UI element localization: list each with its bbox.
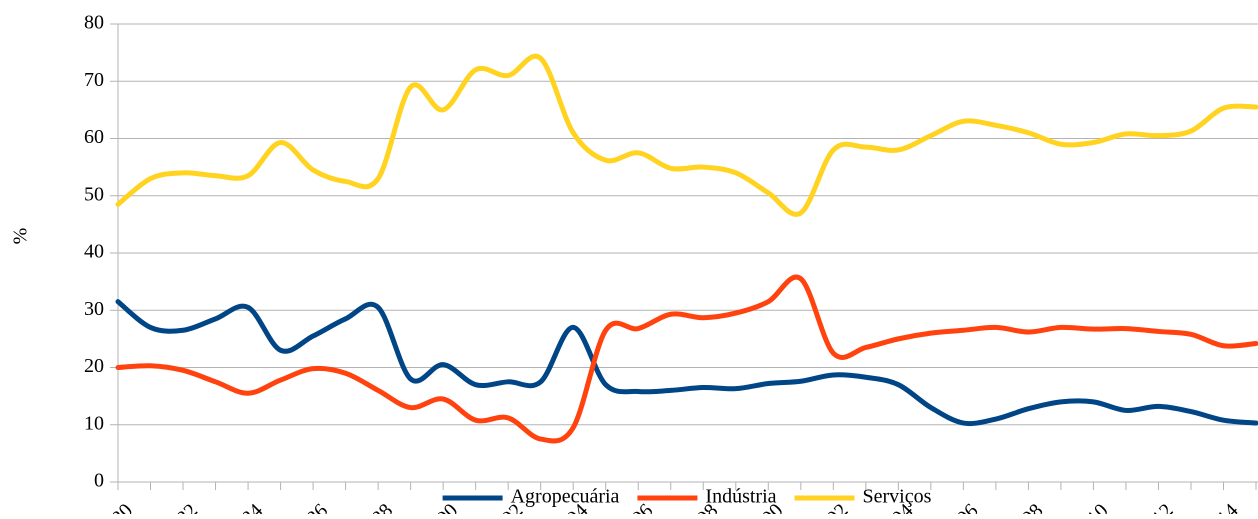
x-tick-label: 1986 xyxy=(288,500,332,514)
y-tick-label: 20 xyxy=(84,355,104,377)
y-tick-label: 0 xyxy=(94,470,104,492)
x-tick-label: 2006 xyxy=(939,500,983,514)
y-tick-label: 80 xyxy=(84,12,104,34)
x-tick-label: 2014 xyxy=(1199,500,1243,514)
x-tick-label: 2010 xyxy=(1069,500,1113,514)
y-tick-label: 70 xyxy=(84,69,104,91)
x-tick-label: 1980 xyxy=(93,500,137,514)
y-tick-label: 50 xyxy=(84,183,104,205)
series-line xyxy=(115,53,1258,217)
x-tick-label: 1982 xyxy=(158,500,202,514)
x-tick-label: 1996 xyxy=(614,500,658,514)
y-tick-label: 60 xyxy=(84,126,104,148)
legend-label: Agropecuária xyxy=(511,486,620,508)
y-tick-label: 40 xyxy=(84,241,104,263)
x-tick-label: 2012 xyxy=(1134,500,1178,514)
series-line xyxy=(115,299,1258,427)
x-tick-label: 2002 xyxy=(809,500,853,514)
x-tick-label: 1990 xyxy=(418,500,462,514)
y-axis-label: % xyxy=(10,228,32,245)
x-tick-label: 2008 xyxy=(1004,500,1048,514)
legend-label: Indústria xyxy=(705,486,776,508)
y-tick-label: 30 xyxy=(84,298,104,320)
x-tick-label: 1984 xyxy=(223,500,267,514)
legend-label: Serviços xyxy=(863,486,932,508)
y-tick-label: 10 xyxy=(84,412,104,434)
series-line xyxy=(115,274,1258,444)
x-tick-label: 1988 xyxy=(353,500,397,514)
